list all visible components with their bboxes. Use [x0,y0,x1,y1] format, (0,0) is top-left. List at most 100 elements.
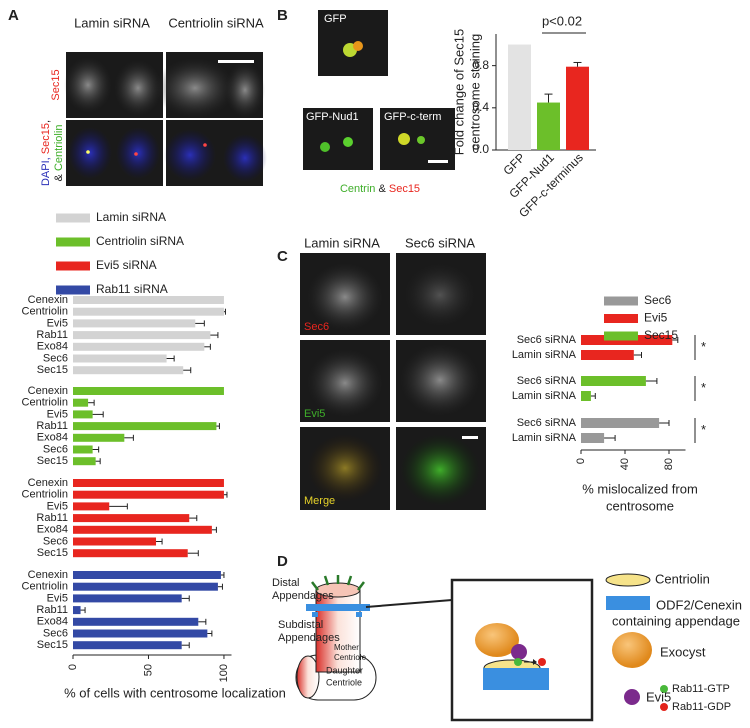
image-column-label: Centriolin siRNA [168,15,264,30]
diagram-label: Rab11-GDP [672,701,731,713]
diagram-label: Centriole [326,677,362,687]
category-label: Rab11 [36,604,68,616]
diagram-label: Exocyst [660,644,706,659]
y-axis-label: centrosome staining [467,34,482,150]
bar [73,571,221,579]
significance-label: * [701,339,706,354]
legend-swatch [56,237,90,247]
category-label: Sec6 [43,443,68,455]
diagram-label: Daughter [326,665,363,675]
category-label: Exo84 [37,432,68,444]
diagram-label: containing appendage [612,613,740,628]
category-label: Centriolin [22,306,68,318]
category-label: Cenexin [28,477,68,489]
legend-swatch [604,314,638,323]
bar [73,410,93,419]
significance-label: * [701,422,706,437]
bar [73,490,224,499]
bar [581,350,634,360]
bar [581,433,605,443]
bar [73,354,167,363]
bar [73,319,196,328]
category-label: Cenexin [28,294,68,306]
legend-label: Evi5 siRNA [96,258,157,272]
category-label: Centriolin [22,581,68,593]
bar [73,387,224,395]
image-row-label: DAPI, Sec15, [40,120,52,186]
label-part: Centrin [340,183,375,195]
bar [73,606,81,615]
label-part: Sec15 [389,183,420,195]
legend-label: Sec6 [644,293,672,307]
diagram-label: Centriole [334,653,367,662]
image-label: Merge [304,495,335,507]
image-label: Evi5 [304,408,325,420]
significance-label: p<0.02 [542,13,582,28]
image-label: GFP-Nud1 [306,111,359,123]
category-label: Sec15 [37,364,68,376]
category-label: Cenexin [28,385,68,397]
y-tick-label: 0.4 [472,100,489,114]
label-part: & [53,171,65,181]
category-label: Lamin siRNA [512,432,577,444]
bar [73,433,125,442]
bar [508,44,531,150]
legend-swatch [56,213,90,223]
label-part: Sec15 [40,123,52,154]
bar [73,366,184,375]
legend-label: Centriolin siRNA [96,234,184,248]
bar [73,457,96,466]
category-label: Lamin siRNA [512,390,577,402]
bar [581,376,646,386]
image-column-label: Sec6 siRNA [405,235,475,250]
significance-label: * [701,380,706,395]
legend-label: Rab11 siRNA [96,282,168,296]
diagram-label: ODF2/Cenexin [656,597,742,612]
label-part: DAPI, [40,154,52,186]
bar [73,525,212,534]
bar [73,445,93,454]
category-label: Exo84 [37,341,68,353]
bar [73,514,190,523]
x-tick-label: 40 [619,458,631,470]
bar [73,549,188,558]
y-tick-label: 0.8 [472,58,489,72]
category-label: Evi5 [47,317,68,329]
category-label: Rab11 [36,329,68,341]
category-label: Evi5 [47,408,68,420]
bar [73,331,211,340]
x-axis-label: % mislocalized from [582,481,698,496]
legend-label: Lamin siRNA [96,210,166,224]
panel-label: A [8,7,19,24]
panel-label: C [277,248,288,265]
category-label: Cenexin [28,569,68,581]
bar [73,617,199,626]
category-label: Sec6 siRNA [517,375,577,387]
legend-swatch [56,261,90,271]
image-row-label: Sec15 [50,69,62,100]
x-tick-label: 0 [67,664,79,670]
category-label: Sec6 [43,535,68,547]
micrograph [303,10,455,170]
category-label: Evi5 [47,500,68,512]
category-label: Centriolin [22,397,68,409]
micrograph [64,52,267,186]
category-label: Rab11 [36,512,68,524]
category-label: Exo84 [37,616,68,628]
x-axis-label: centrosome [606,498,674,513]
category-label: Sec15 [37,455,68,467]
bar [73,479,224,487]
category-label: Evi5 [47,592,68,604]
legend-swatch [604,331,638,341]
bar [581,418,660,428]
image-label: GFP [324,13,347,25]
diagram-label: Distal [272,577,300,589]
image-column-label: Lamin siRNA [304,235,380,250]
image-row-label: & Centriolin [53,125,65,182]
y-tick-label: 0.0 [472,142,489,156]
label-part: & [375,183,388,195]
bar [73,398,89,407]
bar [73,582,218,591]
panel-label: D [277,553,288,570]
category-label: Sec6 [43,352,68,364]
